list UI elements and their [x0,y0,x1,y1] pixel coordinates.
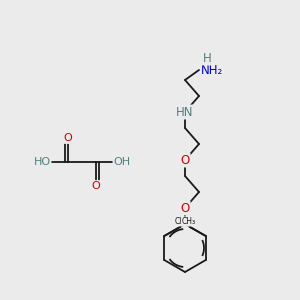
Text: HN: HN [176,106,194,118]
Text: NH₂: NH₂ [201,64,223,76]
Text: H: H [202,52,211,64]
Text: CH₃: CH₃ [181,217,195,226]
Text: O: O [180,202,190,214]
Text: HO: HO [33,157,51,167]
Text: O: O [64,133,72,143]
Text: CH₃: CH₃ [175,217,189,226]
Text: O: O [180,154,190,166]
Text: O: O [92,181,100,191]
Text: OH: OH [113,157,130,167]
